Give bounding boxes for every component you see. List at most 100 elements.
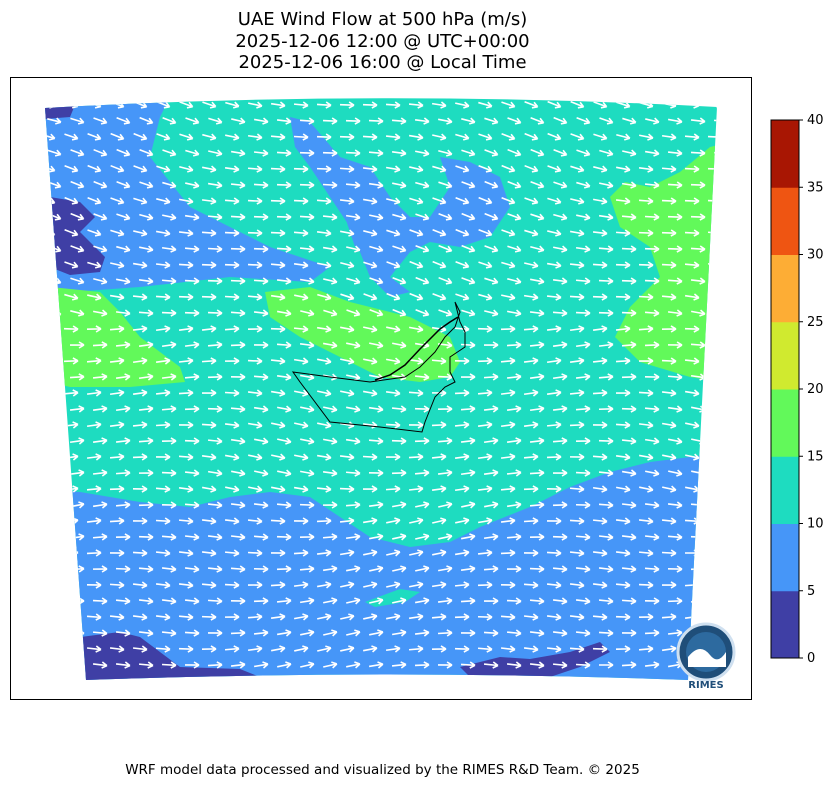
wind-arrow	[546, 613, 562, 621]
wind-arrow	[339, 485, 355, 493]
colorbar-segment	[771, 321, 799, 390]
wind-arrow	[346, 309, 361, 317]
wind-arrow	[414, 437, 430, 445]
wind-arrow	[46, 405, 62, 413]
wind-arrow	[202, 165, 217, 173]
wind-arrow	[460, 341, 476, 349]
wind-arrow	[179, 101, 194, 109]
wind-arrow	[507, 148, 522, 157]
wind-arrow	[460, 373, 476, 381]
wind-arrow	[345, 181, 361, 189]
wind-arrow	[552, 277, 568, 285]
wind-arrow	[300, 405, 315, 413]
wind-arrow	[322, 469, 338, 477]
wind-arrow	[271, 421, 286, 429]
rimes-logo-text: RIMES	[688, 680, 723, 691]
colorbar-tick-label: 0	[807, 651, 815, 666]
wind-arrow	[415, 276, 430, 285]
wind-arrow	[661, 421, 677, 429]
wind-arrow	[575, 597, 591, 605]
wind-arrow	[45, 228, 56, 237]
wind-arrow	[93, 245, 108, 253]
wind-arrow	[138, 341, 154, 349]
wind-arrow	[386, 292, 401, 301]
wind-arrow	[139, 149, 154, 157]
wind-arrow	[690, 341, 706, 349]
wind-arrow	[392, 213, 407, 221]
rimes-logo[interactable]: RIMES	[676, 622, 736, 691]
wind-arrow	[45, 357, 56, 365]
wind-arrow	[254, 469, 269, 477]
wind-arrow	[368, 149, 384, 157]
wind-arrow	[661, 517, 677, 525]
wind-arrow	[86, 421, 102, 429]
wind-arrow	[455, 101, 470, 109]
wind-arrow	[138, 629, 154, 637]
wind-arrow	[207, 181, 223, 189]
wind-arrow	[661, 581, 677, 589]
wind-arrow	[138, 277, 154, 285]
wind-arrow	[45, 133, 56, 141]
wind-arrow	[667, 341, 683, 349]
wind-arrow	[552, 661, 568, 669]
colorbar-tick-label: 15	[807, 449, 824, 464]
wind-arrow	[69, 405, 85, 413]
wind-arrow	[185, 149, 200, 157]
wind-arrow	[133, 165, 148, 173]
wind-arrow	[207, 661, 223, 669]
wind-arrow	[690, 245, 706, 253]
wind-arrow	[661, 357, 677, 365]
wind-arrow	[506, 373, 522, 381]
wind-arrow	[615, 421, 631, 429]
wind-arrow	[362, 517, 378, 525]
wind-arrow	[201, 645, 217, 653]
wind-arrow	[247, 549, 263, 557]
wind-arrow	[299, 181, 315, 189]
wind-map[interactable]: RIMES	[10, 77, 752, 700]
wind-arrow	[523, 645, 539, 653]
wind-arrow	[615, 645, 631, 653]
wind-arrow	[93, 180, 108, 189]
wind-arrow	[661, 197, 677, 205]
wind-arrow	[484, 117, 499, 125]
wind-arrow	[363, 261, 378, 269]
wind-arrow	[184, 405, 200, 413]
wind-arrow	[155, 357, 171, 365]
wind-arrow	[45, 293, 56, 301]
wind-arrow	[294, 645, 309, 653]
wind-arrow	[638, 229, 654, 237]
wind-arrow	[208, 149, 223, 157]
wind-arrow	[247, 261, 263, 269]
wind-arrow	[575, 501, 591, 509]
wind-arrow	[64, 293, 79, 301]
wind-arrow	[638, 325, 654, 333]
wind-arrow	[461, 309, 476, 317]
wind-arrow	[593, 197, 608, 205]
wind-arrow	[431, 613, 447, 621]
wind-arrow	[346, 597, 361, 605]
wind-arrow	[708, 421, 717, 429]
wind-arrow	[92, 469, 108, 477]
wind-arrow	[415, 149, 430, 157]
wind-arrow	[432, 293, 447, 301]
wind-arrow	[546, 421, 562, 429]
wind-arrow	[523, 453, 539, 461]
wind-arrow	[408, 485, 424, 493]
wind-arrow	[524, 132, 539, 141]
wind-arrow	[323, 597, 338, 605]
wind-arrow	[569, 325, 585, 333]
wind-arrow	[293, 581, 309, 589]
wind-arrow	[253, 533, 269, 541]
wind-arrow	[477, 485, 493, 493]
wind-arrow	[133, 229, 148, 237]
wind-arrow	[593, 165, 608, 173]
wind-arrow	[409, 292, 424, 301]
wind-arrow	[178, 389, 194, 397]
wind-arrow	[115, 341, 131, 349]
wind-arrow	[63, 549, 79, 557]
wind-arrow	[184, 213, 200, 221]
wind-arrow	[247, 581, 263, 589]
wind-arrow	[139, 213, 154, 221]
colorbar: 0 5 10 15 20 25 30 35 40	[770, 113, 824, 666]
wind-arrow	[575, 341, 591, 349]
